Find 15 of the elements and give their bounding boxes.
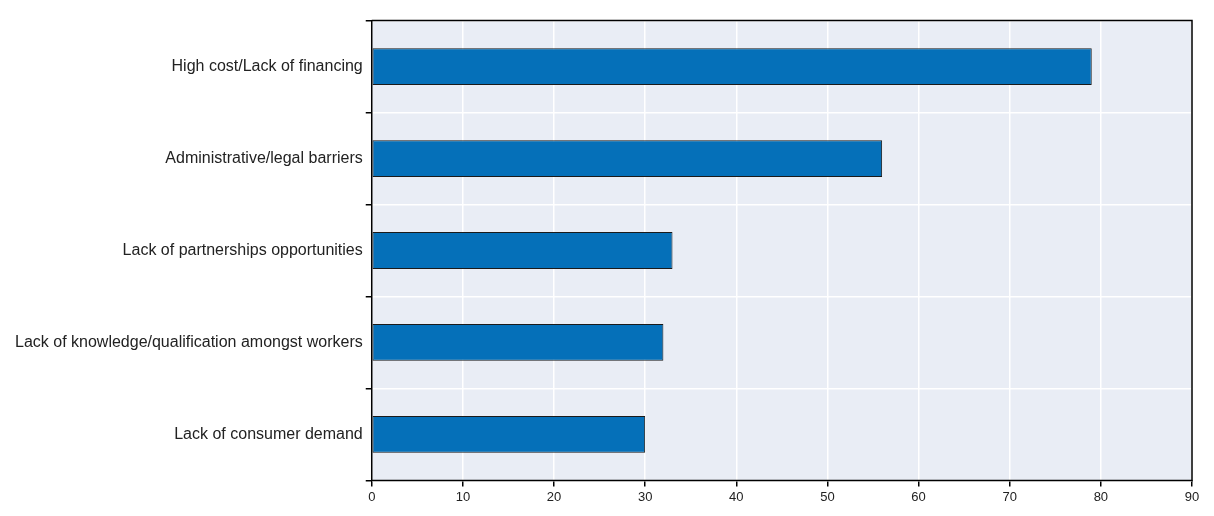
x-tick-label: 40: [729, 488, 744, 504]
y-tick-label: Lack of knowledge/qualification amongst workers: [14, 332, 363, 350]
x-tick-label: 10: [455, 488, 471, 504]
x-tick-label: 30: [637, 488, 653, 504]
x-tick-label: 80: [1093, 488, 1109, 504]
x-tick-label: 60: [911, 488, 926, 504]
y-tick-label: Administrative/legal barriers: [165, 148, 363, 166]
x-tick-label: 20: [546, 488, 562, 504]
y-tick-label: High cost/Lack of financing: [171, 56, 363, 74]
x-tick-label: 0: [368, 488, 376, 504]
y-tick-label: Lack of consumer demand: [174, 424, 363, 442]
y-tick-label: Lack of partnerships opportunities: [122, 240, 363, 258]
x-tick-label: 90: [1184, 488, 1200, 504]
x-tick-label: 50: [820, 488, 835, 504]
x-tick-label: 70: [1002, 488, 1017, 504]
